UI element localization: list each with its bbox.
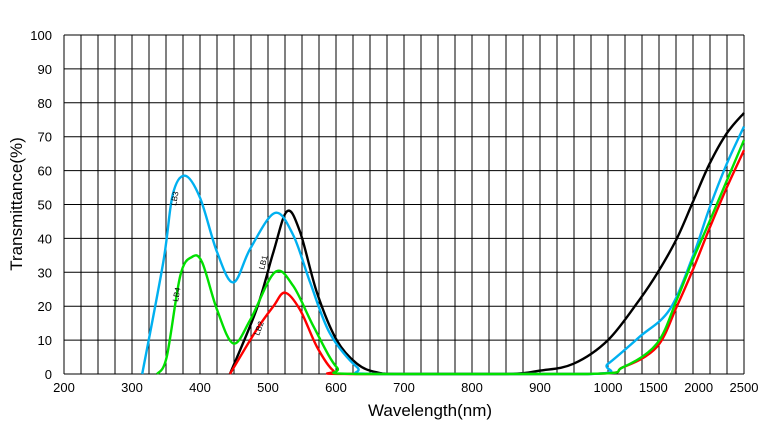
y-tick-label: 100 <box>30 28 52 43</box>
x-tick-labels: 200 300 400 500 600 700 800 900 1000 1500 2000 2500 <box>53 380 758 395</box>
x-tick-label: 500 <box>257 380 279 395</box>
x-tick-label: 800 <box>461 380 483 395</box>
y-tick-label: 90 <box>38 62 52 77</box>
y-tick-label: 50 <box>38 198 52 213</box>
label-lb1: LB1 <box>257 254 270 271</box>
y-tick-label: 60 <box>38 164 52 179</box>
y-tick-label: 30 <box>38 265 52 280</box>
x-tick-label: 200 <box>53 380 75 395</box>
y-tick-labels: 0 10 20 30 40 50 60 70 80 90 100 <box>30 28 52 382</box>
x-tick-label: 2000 <box>684 380 713 395</box>
series-line-lb3 <box>141 126 746 376</box>
x-tick-label: 1000 <box>594 380 623 395</box>
y-axis-label: Transmittance(%) <box>7 137 26 271</box>
x-tick-label: 400 <box>189 380 211 395</box>
x-tick-label: 2500 <box>730 380 759 395</box>
y-tick-label: 80 <box>38 96 52 111</box>
x-tick-label: 900 <box>529 380 551 395</box>
label-lb4: LB4 <box>171 286 182 302</box>
grid <box>63 34 745 375</box>
series-line-lb1 <box>228 112 745 376</box>
y-tick-label: 70 <box>38 130 52 145</box>
x-tick-label: 700 <box>393 380 415 395</box>
label-lb2: LB2 <box>252 320 266 337</box>
x-axis-label: Wavelength(nm) <box>368 401 492 420</box>
y-tick-label: 20 <box>38 299 52 314</box>
y-tick-label: 0 <box>45 367 52 382</box>
series-line-lb4 <box>156 139 746 376</box>
x-tick-label: 600 <box>325 380 347 395</box>
y-tick-label: 10 <box>38 333 52 348</box>
series-lines <box>141 112 746 376</box>
x-tick-label: 1500 <box>639 380 668 395</box>
x-tick-label: 300 <box>121 380 143 395</box>
label-lb3: LB3 <box>169 190 180 206</box>
y-tick-label: 40 <box>38 231 52 246</box>
